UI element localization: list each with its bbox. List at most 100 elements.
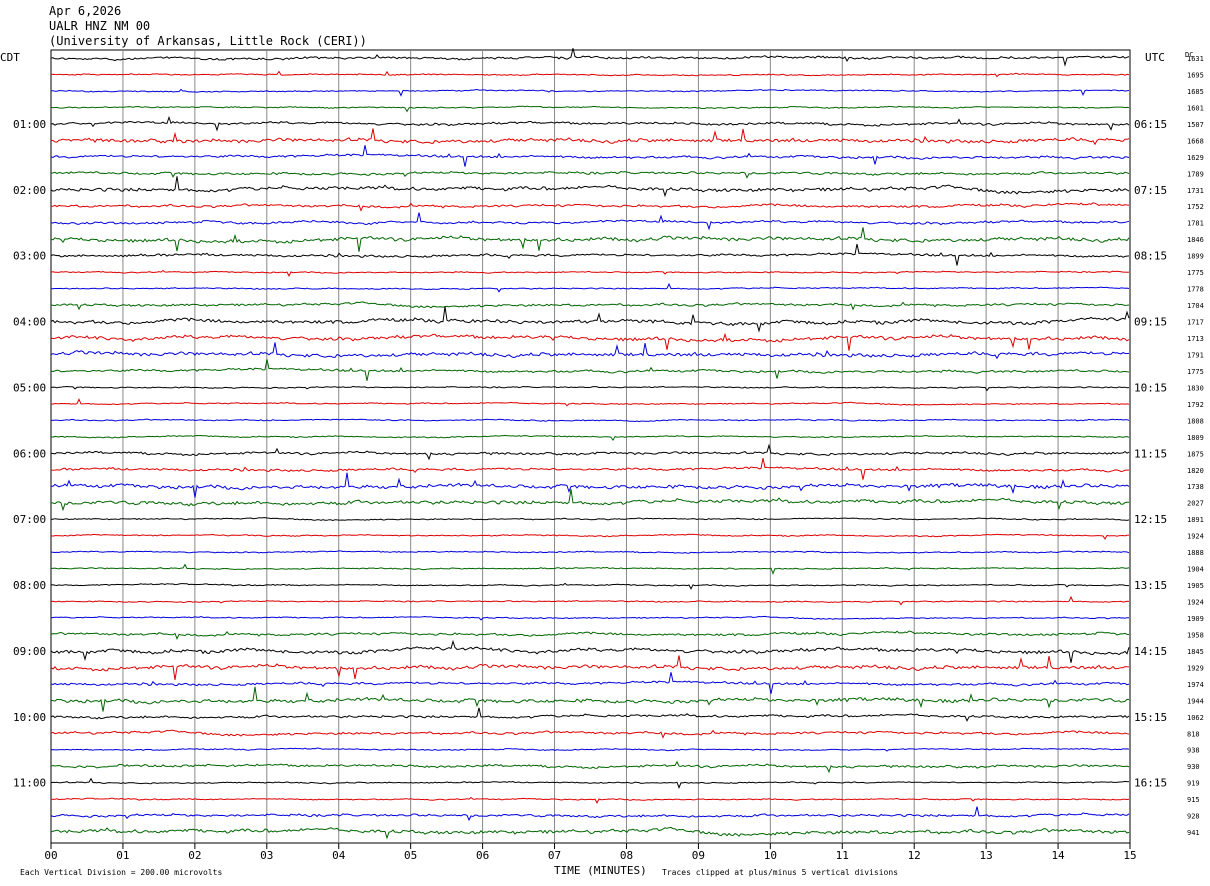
dc-value: 941 xyxy=(1187,829,1200,837)
station-code: UALR HNZ NM 00 xyxy=(49,19,151,33)
clip-note: Traces clipped at plus/minus 5 vertical … xyxy=(662,868,898,877)
dc-value: 1668 xyxy=(1187,137,1204,145)
trace-17 xyxy=(50,306,1130,333)
dc-value: 1899 xyxy=(1187,253,1204,261)
x-tick-label: 01 xyxy=(116,849,129,862)
record-date: Apr 6,2026 xyxy=(49,4,122,18)
trace-19 xyxy=(50,342,1130,360)
trace-10 xyxy=(50,202,1130,212)
trace-16 xyxy=(50,301,1130,311)
dc-value: 928 xyxy=(1187,813,1200,821)
utc-time-label: 08:15 xyxy=(1134,250,1167,263)
trace-5 xyxy=(50,115,1130,132)
cdt-time-label: 08:00 xyxy=(13,579,46,592)
x-tick-label: 04 xyxy=(332,849,346,862)
trace-20 xyxy=(50,359,1130,381)
trace-33 xyxy=(50,582,1129,590)
x-tick-label: 08 xyxy=(620,849,633,862)
dc-value: 1846 xyxy=(1187,236,1204,244)
dc-value: 1713 xyxy=(1187,335,1204,343)
x-tick-label: 14 xyxy=(1051,849,1065,862)
x-tick-label: 10 xyxy=(764,849,777,862)
dc-value: 1792 xyxy=(1187,401,1204,409)
dc-value: 1631 xyxy=(1187,55,1204,63)
dc-value: 1830 xyxy=(1187,384,1204,392)
cdt-time-label: 01:00 xyxy=(13,118,46,131)
dc-value: 1789 xyxy=(1187,170,1204,178)
dc-value: 1888 xyxy=(1187,549,1204,557)
dc-value: 1781 xyxy=(1187,220,1204,228)
dc-value: 1845 xyxy=(1187,648,1204,656)
x-tick-label: 15 xyxy=(1123,849,1136,862)
x-tick-label: 00 xyxy=(44,849,57,862)
trace-46 xyxy=(50,796,1130,804)
x-tick-label: 09 xyxy=(692,849,705,862)
x-tick-label: 06 xyxy=(476,849,489,862)
trace-24 xyxy=(50,434,1130,442)
cdt-time-label: 11:00 xyxy=(13,777,46,790)
trace-28 xyxy=(50,489,1130,512)
dc-values: 1631 1695 1685 1601 1507 1668 1629 1789 1731 1752… xyxy=(1187,55,1204,837)
trace-25 xyxy=(50,443,1130,461)
dc-value: 1905 xyxy=(1187,582,1204,590)
trace-18 xyxy=(50,332,1130,351)
dc-value: 1704 xyxy=(1187,302,1204,310)
trace-47 xyxy=(50,806,1130,822)
trace-35 xyxy=(50,615,1129,621)
trace-1 xyxy=(50,48,1130,67)
dc-value: 2027 xyxy=(1187,500,1204,508)
trace-12 xyxy=(50,227,1130,252)
utc-time-label: 14:15 xyxy=(1134,645,1167,658)
right-time-labels: 06:15 07:15 08:15 09:15 10:15 11:15 12:15 13:15… xyxy=(1134,118,1167,790)
vertical-grid xyxy=(50,50,1131,849)
dc-value: 1062 xyxy=(1187,714,1204,722)
dc-value: 1778 xyxy=(1187,286,1204,294)
dc-value: 1629 xyxy=(1187,154,1204,162)
trace-40 xyxy=(50,686,1130,712)
dc-value: 1820 xyxy=(1187,467,1204,475)
trace-2 xyxy=(50,70,1130,78)
plot-frame xyxy=(50,49,1131,844)
x-tick-label: 13 xyxy=(980,849,993,862)
trace-11 xyxy=(50,212,1130,231)
x-tick-label: 07 xyxy=(548,849,561,862)
dc-value: 1958 xyxy=(1187,631,1204,639)
dc-value: 1791 xyxy=(1187,352,1204,360)
dc-value: 1891 xyxy=(1187,516,1204,524)
dc-value: 1695 xyxy=(1187,72,1204,80)
cdt-time-label: 06:00 xyxy=(13,447,46,460)
cdt-time-label: 10:00 xyxy=(13,711,46,724)
dc-value: 930 xyxy=(1187,763,1200,771)
trace-23 xyxy=(50,418,1130,423)
dc-value: 1929 xyxy=(1187,664,1204,672)
trace-9 xyxy=(50,176,1130,198)
utc-time-label: 10:15 xyxy=(1134,381,1167,394)
trace-7 xyxy=(50,145,1130,167)
trace-37 xyxy=(50,639,1130,663)
utc-time-label: 11:15 xyxy=(1134,447,1167,460)
trace-27 xyxy=(50,472,1130,498)
trace-43 xyxy=(50,747,1130,752)
trace-15 xyxy=(50,282,1130,293)
trace-32 xyxy=(50,563,1130,575)
x-tick-label: 02 xyxy=(188,849,201,862)
utc-time-label: 15:15 xyxy=(1134,711,1167,724)
dc-value: 1685 xyxy=(1187,88,1204,96)
cdt-time-label: 09:00 xyxy=(13,645,46,658)
dc-value: 818 xyxy=(1187,730,1200,738)
x-tick-labels: 00 01 02 03 04 05 06 07 08 09 10 11 12 13 14 15 xyxy=(44,849,1136,862)
dc-value: 1875 xyxy=(1187,450,1204,458)
dc-value: 915 xyxy=(1187,796,1200,804)
right-axis-label: UTC xyxy=(1145,51,1165,64)
utc-time-label: 07:15 xyxy=(1134,184,1167,197)
dc-value: 1909 xyxy=(1187,615,1204,623)
dc-value: 1601 xyxy=(1187,104,1204,112)
dc-value: 1731 xyxy=(1187,187,1204,195)
trace-34 xyxy=(50,595,1130,606)
dc-value: 1775 xyxy=(1187,368,1204,376)
utc-time-label: 12:15 xyxy=(1134,513,1167,526)
cdt-time-label: 02:00 xyxy=(13,184,46,197)
dc-value: 1507 xyxy=(1187,121,1204,129)
utc-time-label: 13:15 xyxy=(1134,579,1167,592)
scale-note: Each Vertical Division = 200.00 microvol… xyxy=(20,868,222,877)
